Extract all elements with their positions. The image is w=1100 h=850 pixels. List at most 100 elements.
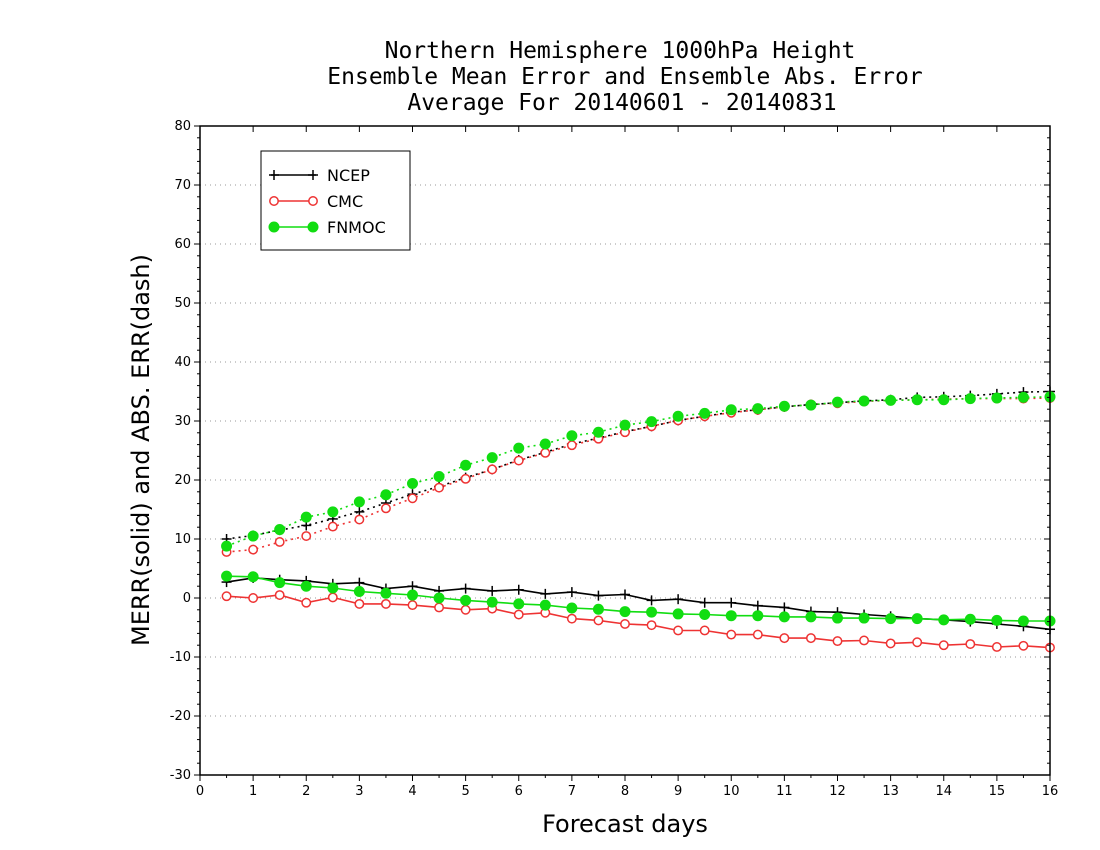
x-axis-title: Forecast days (542, 810, 708, 838)
cmc-merr-point (327, 592, 338, 603)
title-line-1: Northern Hemisphere 1000hPa Height (385, 38, 856, 64)
x-tick-label: 12 (829, 784, 846, 799)
cmc-merr-point (434, 602, 445, 613)
x-tick-label: 7 (568, 784, 576, 799)
cmc-merr-point (248, 593, 259, 603)
cmc-merr-point (991, 642, 1002, 652)
ncep-merr-point (752, 600, 763, 611)
fnmoc-merr-point (964, 613, 976, 625)
fnmoc-abs-err-point (566, 430, 578, 442)
cmc-merr-point (646, 620, 657, 631)
cmc-merr-point (779, 633, 790, 644)
y-tick-label: 60 (174, 237, 191, 252)
fnmoc-abs-err-point (858, 395, 870, 407)
ncep-abs-err-line (226, 390, 1051, 540)
cmc-merr-point (566, 613, 577, 624)
fnmoc-merr-point (991, 614, 1003, 626)
cmc-merr-point (885, 638, 896, 649)
fnmoc-merr-group (221, 570, 1056, 627)
y-tick-label: -10 (170, 650, 191, 665)
series-layer (221, 386, 1056, 653)
fnmoc-merr-point (433, 592, 445, 604)
cmc-merr-point (859, 635, 870, 646)
ncep-merr-point (540, 588, 551, 599)
fnmoc-abs-err-point (221, 540, 233, 552)
y-tick-label: 20 (174, 473, 191, 488)
cmc-abs-err-point (487, 464, 498, 475)
y-tick-label: -30 (170, 768, 191, 783)
fnmoc-abs-err-point (752, 403, 764, 415)
cmc-merr-point (513, 609, 524, 620)
cmc-merr-point (354, 598, 365, 609)
fnmoc-abs-err-point (805, 399, 817, 411)
fnmoc-merr-point (327, 582, 339, 594)
ncep-merr-line (226, 577, 1051, 631)
fnmoc-abs-err-point (247, 530, 259, 542)
x-tick-label: 16 (1042, 784, 1059, 799)
cmc-merr-point (965, 639, 976, 649)
fnmoc-merr-point (858, 612, 870, 624)
ncep-merr-point (487, 585, 498, 596)
fnmoc-abs-err-point (1017, 391, 1029, 403)
fnmoc-merr-point (247, 571, 259, 583)
cmc-abs-err-point (327, 521, 338, 532)
cmc-merr-point (407, 600, 418, 611)
cmc-merr-point (699, 625, 710, 636)
cmc-abs-err-point (380, 503, 391, 514)
cmc-abs-err-group (221, 393, 1055, 557)
x-tick-label: 6 (515, 784, 523, 799)
ncep-merr-point (407, 581, 418, 592)
ncep-merr-point (646, 595, 657, 606)
fnmoc-abs-err-point (725, 404, 737, 416)
ncep-abs-err-group (221, 386, 1055, 544)
x-tick-label: 0 (196, 784, 204, 799)
x-tick-label: 11 (776, 784, 793, 799)
y-tick-label: 0 (183, 591, 191, 606)
legend-entry-fnmoc: FNMOC (268, 218, 386, 237)
x-tick-label: 15 (989, 784, 1006, 799)
fnmoc-merr-point (380, 587, 392, 599)
fnmoc-merr-point (300, 580, 312, 592)
fnmoc-abs-err-point (380, 489, 392, 501)
cmc-merr-point (593, 615, 604, 626)
fnmoc-abs-err-point (460, 459, 472, 471)
fnmoc-abs-err-point (274, 524, 286, 536)
fnmoc-abs-err-point (672, 410, 684, 422)
x-tick-label: 5 (461, 784, 469, 799)
fnmoc-abs-err-point (699, 407, 711, 419)
x-tick-label: 1 (249, 784, 257, 799)
fnmoc-merr-point (752, 610, 764, 622)
cmc-abs-err-point (274, 537, 285, 547)
cmc-merr-line (226, 594, 1051, 649)
fnmoc-merr-point (566, 602, 578, 614)
cmc-merr-point (805, 633, 816, 644)
fnmoc-merr-point (699, 609, 711, 621)
fnmoc-merr-point (778, 611, 790, 623)
fnmoc-abs-err-point (778, 400, 790, 412)
fnmoc-merr-point (805, 611, 817, 623)
fnmoc-abs-err-point (407, 478, 418, 490)
fnmoc-merr-point (539, 599, 551, 611)
ncep-merr-point (354, 577, 365, 588)
fnmoc-merr-point (1017, 615, 1029, 627)
fnmoc-merr-point (885, 613, 897, 625)
fnmoc-merr-point (221, 570, 233, 582)
y-tick-label: -20 (170, 709, 191, 724)
ncep-merr-point (593, 590, 604, 601)
x-tick-label: 8 (621, 784, 629, 799)
legend-marker-cmc (269, 196, 279, 206)
legend-marker-ncep (269, 170, 279, 180)
fnmoc-merr-point (938, 614, 950, 626)
fnmoc-merr-point (725, 610, 737, 622)
fnmoc-abs-err-point (353, 496, 365, 508)
ncep-merr-point (779, 602, 790, 613)
fnmoc-abs-err-point (619, 419, 631, 431)
legend: NCEP CMC FNMOC (260, 150, 411, 251)
cmc-merr-point (301, 597, 312, 608)
title-line-3: Average For 20140601 - 20140831 (407, 90, 836, 116)
cmc-merr-point (221, 591, 232, 602)
fnmoc-abs-err-group (221, 391, 1056, 552)
fnmoc-abs-err-point (300, 511, 312, 523)
fnmoc-merr-point (619, 606, 631, 618)
